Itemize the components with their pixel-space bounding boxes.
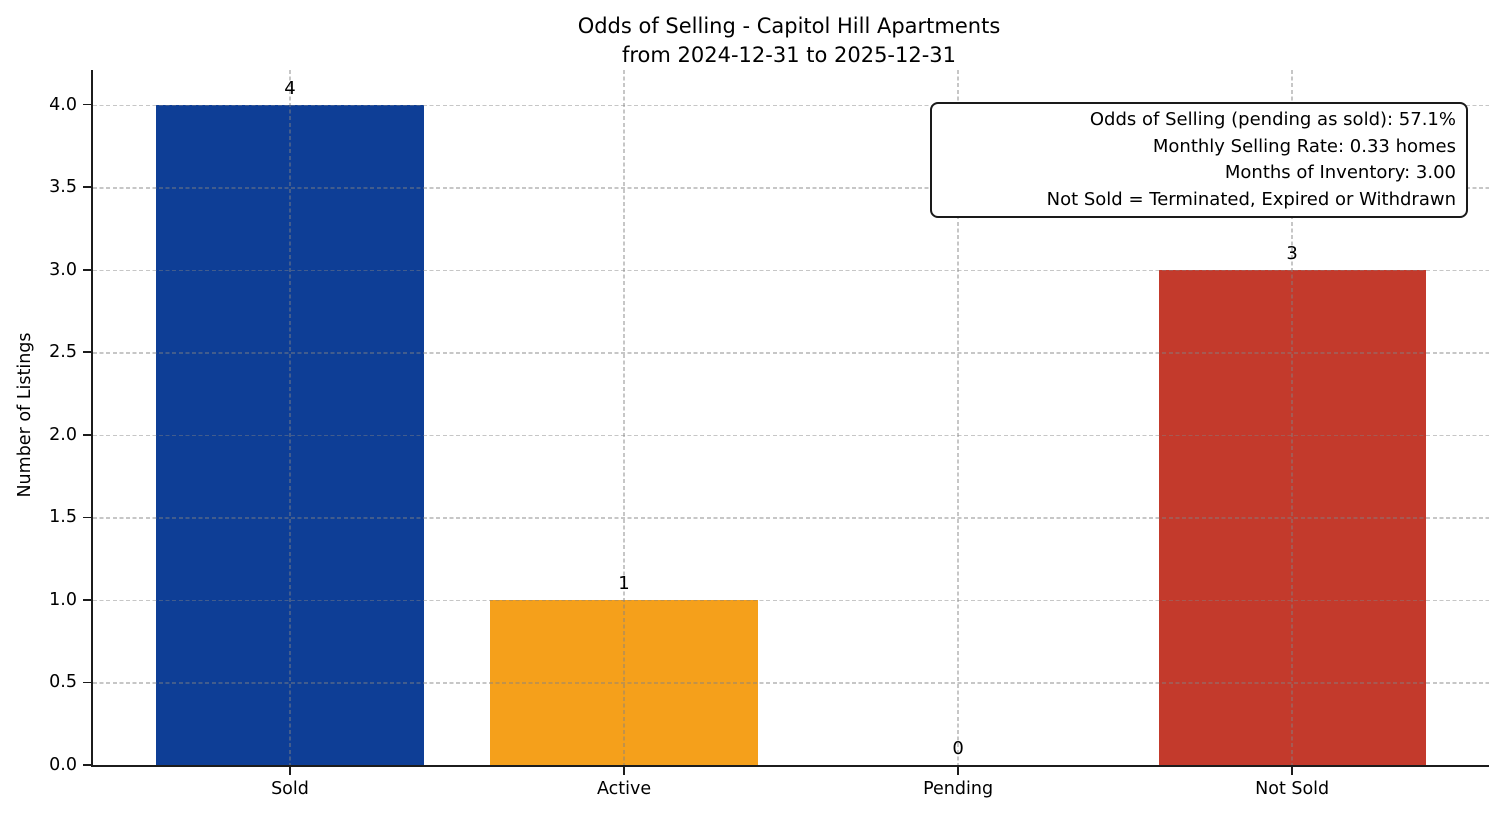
chart-title: Odds of Selling - Capitol Hill Apartment…	[577, 14, 1001, 38]
grid-line-horizontal	[93, 187, 1489, 189]
x-tick-label: Sold	[271, 779, 309, 799]
bar-not-sold	[1158, 269, 1426, 765]
bar-value-label-pending: 0	[952, 738, 964, 759]
grid-line-horizontal	[93, 434, 1489, 437]
x-axis-tick	[1291, 767, 1293, 775]
y-axis-tick	[83, 599, 91, 601]
chart-title-block: Odds of Selling - Capitol Hill Apartment…	[91, 12, 1487, 70]
annotation-line-not-sold-note: Not Sold = Terminated, Expired or Withdr…	[1046, 188, 1456, 210]
y-axis-tick	[83, 434, 91, 436]
y-tick-label: 4.0	[49, 94, 77, 115]
x-tick-label: Not Sold	[1255, 779, 1330, 799]
x-axis-tick	[957, 767, 959, 775]
y-axis-tick	[83, 351, 91, 354]
y-tick-label: 1.5	[49, 507, 77, 528]
plot-area: 4 1 0 3 0.0 0.5 1.0 1.5 2.0 2.5 3.0 3.5 4.0 Sold Activ…	[49, 70, 1489, 799]
grid-line-horizontal	[93, 517, 1489, 519]
bar-value-label-active: 1	[618, 572, 630, 594]
annotation-line-inventory: Months of Inventory: 3.00	[1224, 162, 1456, 183]
annotation-box: Odds of Selling (pending as sold): 57.1%…	[930, 102, 1468, 218]
bar-active	[490, 599, 758, 765]
grid-line-horizontal	[93, 352, 1489, 354]
y-axis-tick	[83, 186, 91, 188]
y-tick-label: 0.0	[49, 755, 77, 775]
chart-subtitle: from 2024-12-31 to 2025-12-31	[621, 43, 957, 67]
y-axis-tick	[83, 103, 91, 106]
grid-line-vertical	[623, 70, 625, 765]
grid-line-horizontal	[93, 269, 1489, 272]
grid-line-vertical	[289, 70, 291, 765]
grid-line-horizontal	[93, 104, 1489, 107]
y-tick-label: 1.0	[49, 589, 77, 610]
y-axis-tick	[83, 681, 91, 684]
y-tick-label: 2.0	[49, 424, 77, 445]
y-axis-tick	[83, 268, 91, 271]
x-axis-tick	[623, 767, 625, 775]
y-tick-label: 3.5	[49, 177, 77, 198]
y-tick-label: 3.0	[49, 259, 77, 280]
bar-value-label-not-sold: 3	[1286, 242, 1298, 264]
y-axis-tick	[83, 764, 91, 766]
y-axis-tick	[83, 516, 91, 519]
x-tick-label: Active	[596, 779, 652, 799]
bar-sold	[156, 104, 424, 765]
grid-line-vertical	[957, 70, 959, 765]
grid-line-horizontal	[93, 682, 1489, 684]
x-tick-label: Pending	[923, 779, 994, 799]
annotation-line-odds: Odds of Selling (pending as sold): 57.1%	[1089, 109, 1456, 130]
x-axis-tick	[289, 767, 291, 775]
y-tick-label: 2.5	[49, 342, 77, 363]
grid-line-vertical	[1291, 70, 1293, 765]
grid-line-horizontal	[93, 599, 1489, 602]
annotation-line-selling-rate: Monthly Selling Rate: 0.33 homes	[1152, 135, 1456, 157]
y-tick-label: 0.5	[49, 672, 77, 693]
bar-value-label-sold: 4	[284, 77, 296, 99]
